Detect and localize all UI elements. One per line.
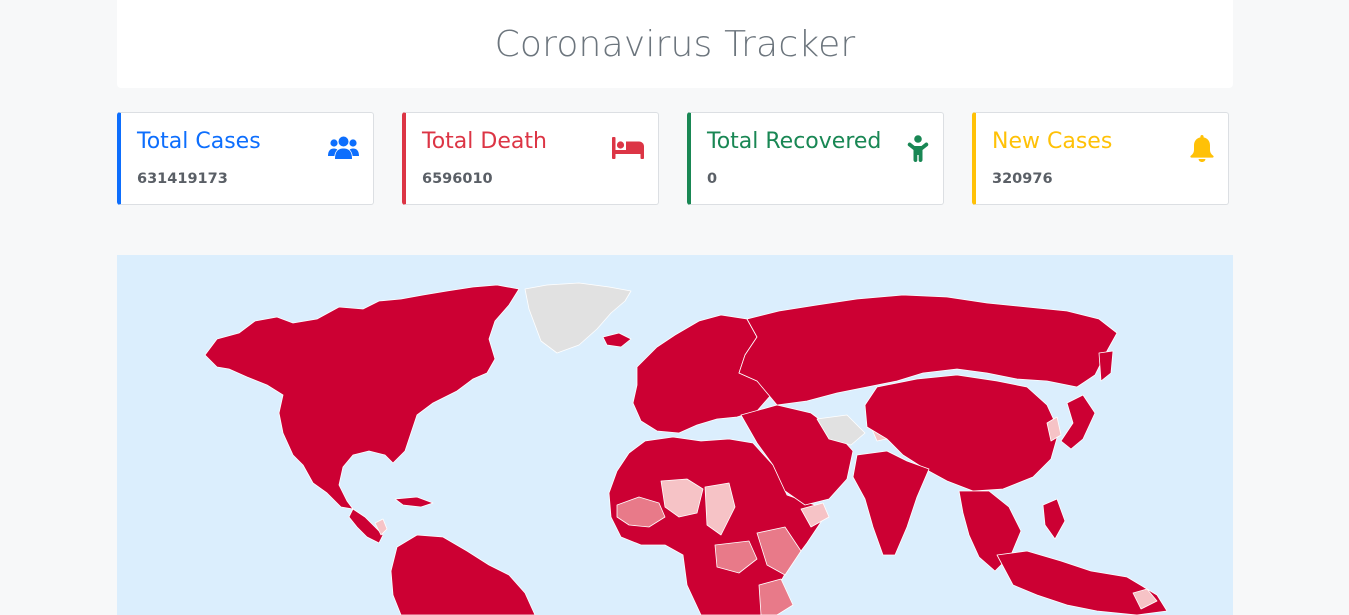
region-kamchatka — [1098, 350, 1114, 382]
region-philippines — [1042, 498, 1066, 540]
region-caribbean — [394, 496, 434, 508]
world-map-svg[interactable] — [117, 255, 1233, 615]
bed-icon — [610, 133, 644, 163]
total-cases-label: Total Cases — [137, 129, 261, 154]
total-cases-value: 631419173 — [137, 171, 228, 187]
region-east-africa-mid — [758, 578, 794, 615]
total-recovered-card: Total Recovered 0 — [687, 112, 944, 205]
region-indonesia — [996, 550, 1168, 615]
region-china — [864, 374, 1060, 492]
region-sahel-low — [660, 478, 704, 518]
total-cases-card: Total Cases 631419173 — [117, 112, 374, 205]
total-recovered-value: 0 — [707, 171, 718, 187]
region-chad-low — [704, 482, 736, 536]
region-central-asia-low — [816, 414, 866, 446]
total-death-card: Total Death 6596010 — [402, 112, 659, 205]
region-india — [852, 450, 930, 556]
page-title: Coronavirus Tracker — [494, 23, 856, 65]
new-cases-value: 320976 — [992, 171, 1053, 187]
region-iceland — [602, 332, 632, 348]
page-header: Coronavirus Tracker — [117, 0, 1233, 88]
region-greenland — [524, 282, 632, 354]
region-horn-mid — [756, 526, 802, 576]
region-south-america — [390, 534, 536, 615]
world-map[interactable] — [117, 255, 1233, 615]
users-icon — [325, 133, 359, 163]
child-icon — [895, 133, 929, 163]
region-japan — [1060, 394, 1096, 450]
region-sahel-mid — [616, 496, 666, 528]
total-recovered-label: Total Recovered — [707, 129, 882, 154]
region-korea-low — [1046, 416, 1062, 442]
bell-icon — [1180, 133, 1214, 163]
total-death-value: 6596010 — [422, 171, 493, 187]
region-central-america — [348, 508, 384, 544]
region-central-mid — [714, 540, 758, 574]
region-yemen-low — [800, 502, 830, 528]
region-costa-rica — [374, 518, 388, 536]
region-png-low — [1132, 588, 1158, 610]
region-north-america — [204, 284, 520, 510]
region-russia — [738, 294, 1118, 406]
new-cases-label: New Cases — [992, 129, 1113, 154]
total-death-label: Total Death — [422, 129, 547, 154]
new-cases-card: New Cases 320976 — [972, 112, 1229, 205]
